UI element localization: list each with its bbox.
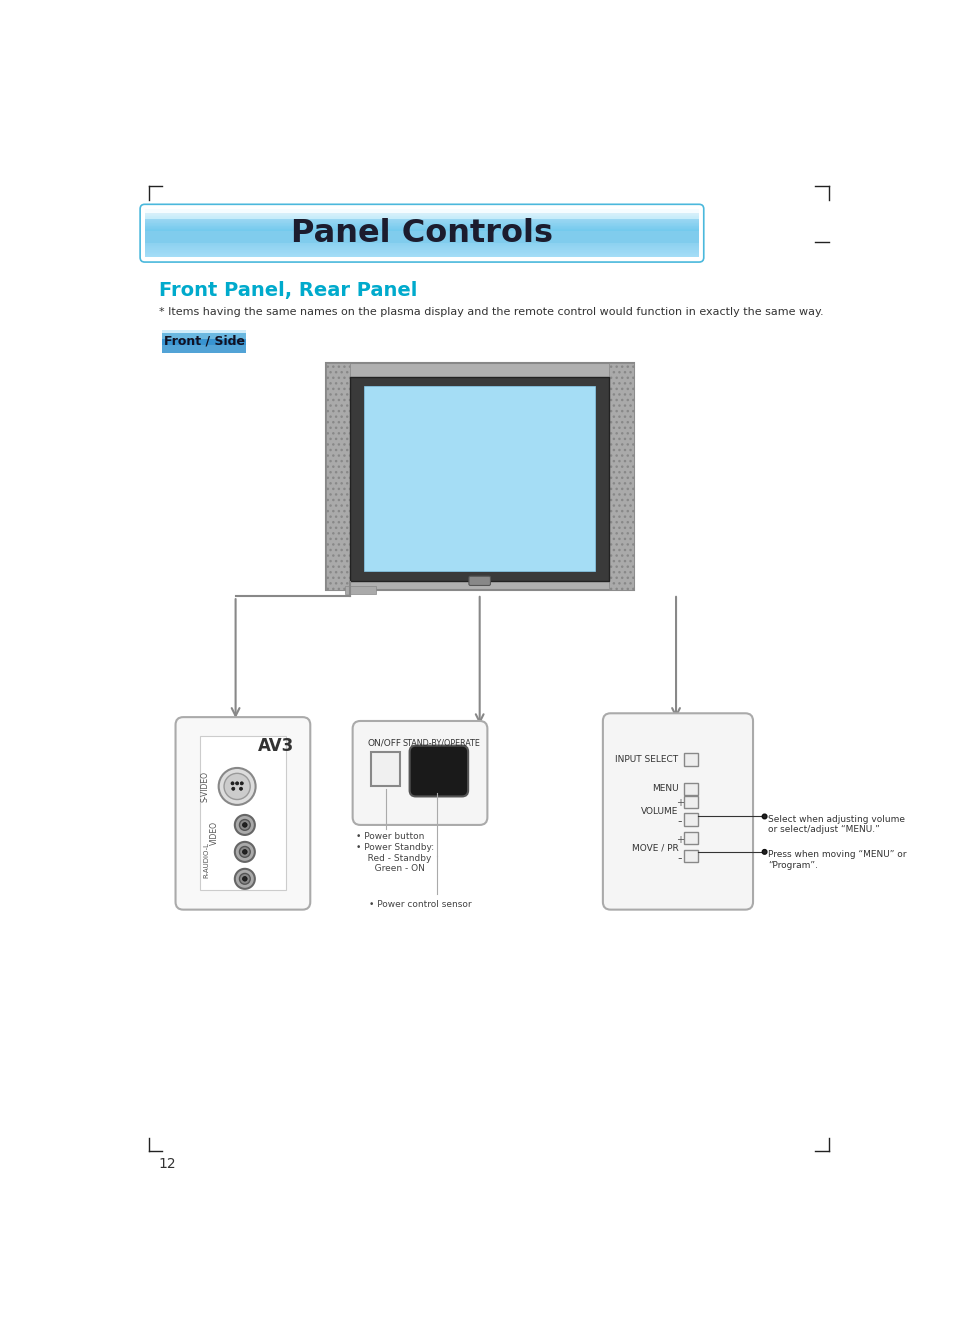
Text: INPUT SELECT: INPUT SELECT — [615, 755, 678, 764]
Text: • Power button: • Power button — [356, 831, 424, 841]
Circle shape — [240, 781, 243, 785]
FancyBboxPatch shape — [175, 718, 310, 910]
Circle shape — [761, 850, 766, 854]
Text: -: - — [677, 814, 681, 828]
Circle shape — [232, 788, 234, 790]
Bar — [683, 782, 697, 794]
Bar — [325, 363, 350, 591]
Bar — [683, 753, 697, 765]
Text: 12: 12 — [158, 1157, 176, 1170]
Circle shape — [242, 850, 247, 854]
Circle shape — [234, 842, 254, 862]
Text: S-VIDEO: S-VIDEO — [200, 771, 209, 802]
Bar — [683, 813, 697, 826]
FancyBboxPatch shape — [469, 576, 490, 585]
Circle shape — [242, 876, 247, 882]
Text: VIDEO: VIDEO — [210, 821, 218, 845]
Circle shape — [761, 814, 766, 818]
Circle shape — [239, 874, 250, 884]
Circle shape — [234, 814, 254, 835]
Text: AV3: AV3 — [257, 737, 294, 756]
FancyBboxPatch shape — [325, 363, 633, 591]
Bar — [683, 850, 697, 862]
Text: -: - — [677, 851, 681, 865]
Bar — [683, 796, 697, 808]
Circle shape — [235, 781, 238, 785]
Text: ON/OFF: ON/OFF — [368, 737, 401, 747]
Bar — [364, 387, 595, 571]
Circle shape — [239, 820, 250, 830]
Text: MOVE / PR: MOVE / PR — [631, 843, 678, 853]
Text: Press when moving “MENU” or
“Program”.: Press when moving “MENU” or “Program”. — [767, 850, 906, 870]
Bar — [200, 736, 285, 890]
Circle shape — [224, 773, 250, 800]
Bar — [608, 363, 633, 591]
Text: MENU: MENU — [651, 784, 678, 793]
Bar — [683, 831, 697, 845]
Text: • Power Standby:
   Red - Standby
   Green - ON: • Power Standby: Red - Standby Green - O… — [355, 843, 434, 873]
Circle shape — [239, 846, 250, 857]
Text: • Power control sensor: • Power control sensor — [368, 900, 471, 908]
Circle shape — [231, 781, 233, 785]
Text: Select when adjusting volume
or select/adjust “MENU.”: Select when adjusting volume or select/a… — [767, 814, 904, 834]
Text: Panel Controls: Panel Controls — [291, 217, 553, 249]
Text: R-AUDIO-L: R-AUDIO-L — [203, 842, 209, 878]
FancyBboxPatch shape — [353, 722, 487, 825]
Bar — [371, 752, 400, 786]
Text: STAND-BY/OPERATE: STAND-BY/OPERATE — [402, 737, 479, 747]
Text: * Items having the same names on the plasma display and the remote control would: * Items having the same names on the pla… — [158, 307, 822, 316]
Text: +: + — [675, 835, 683, 845]
Circle shape — [218, 768, 255, 805]
Text: Front Panel, Rear Panel: Front Panel, Rear Panel — [158, 281, 416, 299]
Bar — [350, 377, 608, 581]
Text: Front / Side: Front / Side — [163, 335, 244, 348]
Text: +: + — [675, 797, 683, 808]
Text: VOLUME: VOLUME — [640, 808, 678, 817]
Circle shape — [239, 788, 242, 790]
FancyBboxPatch shape — [602, 714, 752, 910]
FancyBboxPatch shape — [409, 745, 468, 797]
Circle shape — [234, 869, 254, 888]
Circle shape — [242, 822, 247, 828]
Bar — [345, 587, 375, 594]
